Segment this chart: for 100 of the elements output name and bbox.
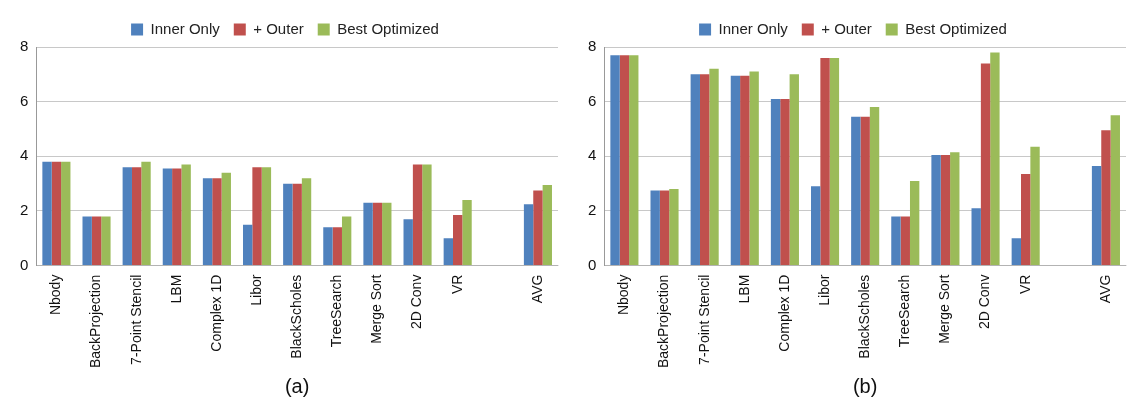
bar bbox=[252, 167, 262, 266]
bar bbox=[931, 154, 941, 266]
bar bbox=[650, 190, 660, 266]
bar bbox=[940, 154, 951, 266]
bar bbox=[699, 74, 710, 266]
bar bbox=[162, 168, 173, 266]
y-tick-label: 4 bbox=[588, 146, 597, 164]
bar bbox=[820, 57, 830, 266]
bar bbox=[851, 116, 861, 266]
bar bbox=[740, 75, 750, 266]
bar bbox=[829, 57, 840, 266]
x-tick-label: TreeSearch bbox=[896, 274, 913, 348]
legend-label: Best Optimized bbox=[905, 19, 1007, 37]
x-tick-label: LBM bbox=[735, 274, 752, 304]
bar bbox=[82, 216, 92, 266]
legend-label: Inner Only bbox=[150, 19, 221, 37]
legend-label: Best Optimized bbox=[337, 19, 439, 37]
bar bbox=[221, 172, 231, 266]
x-tick-label: BlackScholes bbox=[856, 274, 873, 359]
bar bbox=[909, 180, 920, 266]
x-tick-label: 7-Point Stencil bbox=[127, 274, 144, 365]
bar bbox=[770, 98, 781, 266]
bar bbox=[261, 167, 272, 266]
bar bbox=[860, 116, 870, 266]
x-tick-label: Merge Sort bbox=[368, 274, 385, 344]
bar bbox=[141, 161, 151, 266]
bar bbox=[412, 164, 423, 266]
x-tick-label: Merge Sort bbox=[936, 274, 953, 344]
bar bbox=[610, 55, 620, 266]
bar bbox=[332, 227, 342, 266]
bar bbox=[891, 216, 901, 266]
bar bbox=[690, 74, 700, 266]
bar bbox=[1091, 165, 1102, 266]
bar bbox=[301, 178, 312, 266]
bar bbox=[403, 219, 413, 266]
x-tick-label: 7-Point Stencil bbox=[695, 274, 712, 365]
bar bbox=[341, 216, 352, 266]
y-tick-label: 6 bbox=[20, 91, 29, 109]
bar bbox=[980, 63, 991, 266]
x-tick-label: LBM bbox=[167, 274, 184, 304]
legend-label: + Outer bbox=[821, 19, 872, 37]
bar bbox=[533, 190, 543, 266]
bar bbox=[1021, 174, 1031, 266]
x-tick-label: TreeSearch bbox=[328, 274, 345, 348]
x-tick-label: Complex 1D bbox=[775, 274, 792, 352]
bar bbox=[42, 161, 52, 266]
bar bbox=[443, 238, 453, 266]
bar bbox=[122, 167, 132, 266]
bar bbox=[659, 190, 670, 266]
bar bbox=[629, 55, 639, 266]
bar bbox=[61, 161, 71, 266]
bar bbox=[372, 202, 383, 266]
x-tick-label: AVG bbox=[528, 274, 545, 304]
legend-label: Inner Only bbox=[718, 19, 789, 37]
bar bbox=[131, 167, 142, 266]
x-tick-label: Nbody bbox=[615, 274, 632, 316]
bar bbox=[730, 75, 741, 266]
legend-label: + Outer bbox=[253, 19, 304, 37]
y-tick-label: 6 bbox=[588, 91, 597, 109]
bar bbox=[971, 208, 981, 266]
bar bbox=[101, 216, 111, 266]
bar bbox=[283, 183, 293, 266]
x-tick-label: Libor bbox=[815, 274, 832, 306]
x-tick-label: VR bbox=[1016, 274, 1033, 295]
x-tick-label: 2D Conv bbox=[408, 274, 425, 330]
bar bbox=[172, 168, 182, 266]
bar bbox=[91, 216, 102, 266]
y-tick-label: 8 bbox=[20, 37, 29, 55]
bar bbox=[789, 74, 799, 266]
bar bbox=[900, 216, 910, 266]
bar bbox=[950, 152, 960, 266]
y-tick-label: 2 bbox=[20, 201, 29, 219]
bar bbox=[811, 186, 821, 266]
bar bbox=[619, 55, 630, 266]
x-tick-label: VR bbox=[448, 274, 465, 295]
bar bbox=[292, 183, 302, 266]
bar bbox=[1101, 130, 1111, 266]
bar bbox=[382, 202, 392, 266]
bar bbox=[363, 202, 373, 266]
x-tick-label: BackProjection bbox=[87, 274, 104, 369]
bar bbox=[709, 68, 719, 266]
bar bbox=[1030, 146, 1040, 266]
bar bbox=[51, 161, 62, 266]
bar bbox=[422, 164, 432, 266]
bar bbox=[212, 178, 222, 266]
bar bbox=[243, 224, 253, 266]
x-tick-label: Libor bbox=[247, 274, 264, 306]
bar bbox=[1110, 115, 1120, 266]
x-tick-label: Complex 1D bbox=[207, 274, 224, 352]
x-tick-label: AVG bbox=[1096, 274, 1113, 304]
x-tick-label: BlackScholes bbox=[288, 274, 305, 359]
bar bbox=[869, 107, 880, 266]
bar bbox=[749, 71, 759, 266]
bar bbox=[780, 98, 790, 266]
bar bbox=[990, 52, 1000, 266]
bar bbox=[669, 189, 679, 266]
bar bbox=[323, 227, 333, 266]
bar bbox=[1011, 238, 1021, 266]
bar bbox=[453, 215, 463, 266]
y-tick-label: 4 bbox=[20, 146, 29, 164]
